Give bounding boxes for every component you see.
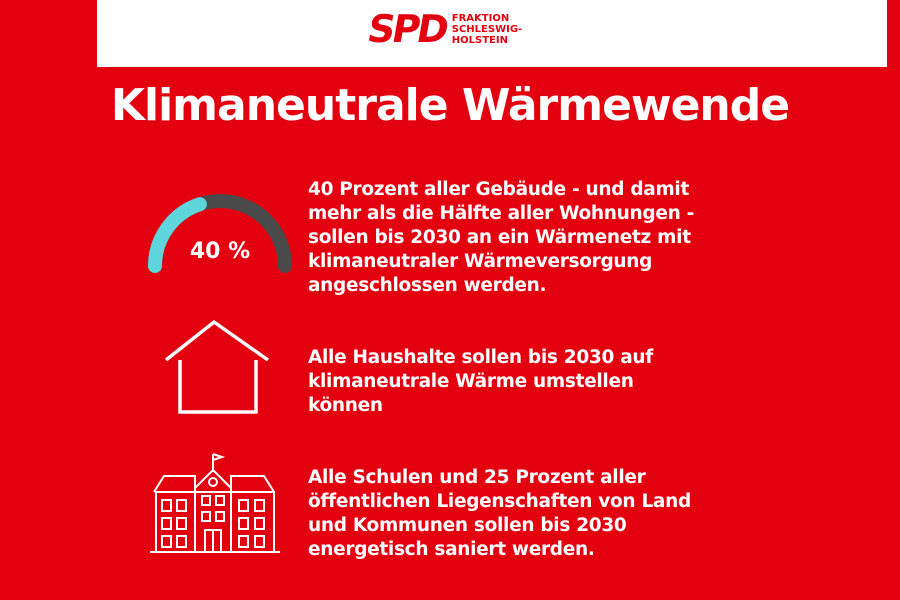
text-line: 40 Prozent aller Gebäude - und damit <box>308 179 690 200</box>
text-line: und Kommunen sollen bis 2030 <box>308 515 627 536</box>
page-title: Klimaneutrale Wärmewende <box>110 80 790 131</box>
text-line: klimaneutrale Wärme umstellen <box>308 371 634 392</box>
item-text: 40 Prozent aller Gebäude - und damit meh… <box>308 178 748 298</box>
text-line: sollen bis 2030 an ein Wärmenetz mit <box>308 227 691 248</box>
item-text: Alle Schulen und 25 Prozent aller öffent… <box>308 466 748 562</box>
text-line: mehr als die Hälfte aller Wohnungen - <box>308 203 694 224</box>
logo-mark: SPD <box>364 7 450 51</box>
logo-line: HOLSTEIN <box>451 34 508 46</box>
school-building-icon <box>150 453 280 553</box>
gauge-label: 40 % <box>190 239 250 264</box>
spd-logo: SPD FRAKTION SCHLESWIG- HOLSTEIN <box>364 7 522 51</box>
logo-line: SCHLESWIG- <box>451 23 523 35</box>
text-line: energetisch saniert werden. <box>308 539 595 560</box>
text-line: öffentlichen Liegenschaften von Land <box>308 491 691 512</box>
house-icon <box>164 319 270 414</box>
logo-line: FRAKTION <box>451 12 510 24</box>
gauge-fill <box>148 197 207 273</box>
logo-bar <box>97 0 887 67</box>
logo-text: FRAKTION SCHLESWIG- HOLSTEIN <box>452 13 522 46</box>
text-line: angeschlossen werden. <box>308 275 547 296</box>
item-text: Alle Haushalte sollen bis 2030 auf klima… <box>308 346 748 418</box>
gauge-icon: 40 % <box>148 194 292 273</box>
text-line: Alle Schulen und 25 Prozent aller <box>308 467 646 488</box>
text-line: können <box>308 395 383 416</box>
text-line: Alle Haushalte sollen bis 2030 auf <box>308 347 653 368</box>
text-line: klimaneutraler Wärmeversorgung <box>308 251 653 272</box>
